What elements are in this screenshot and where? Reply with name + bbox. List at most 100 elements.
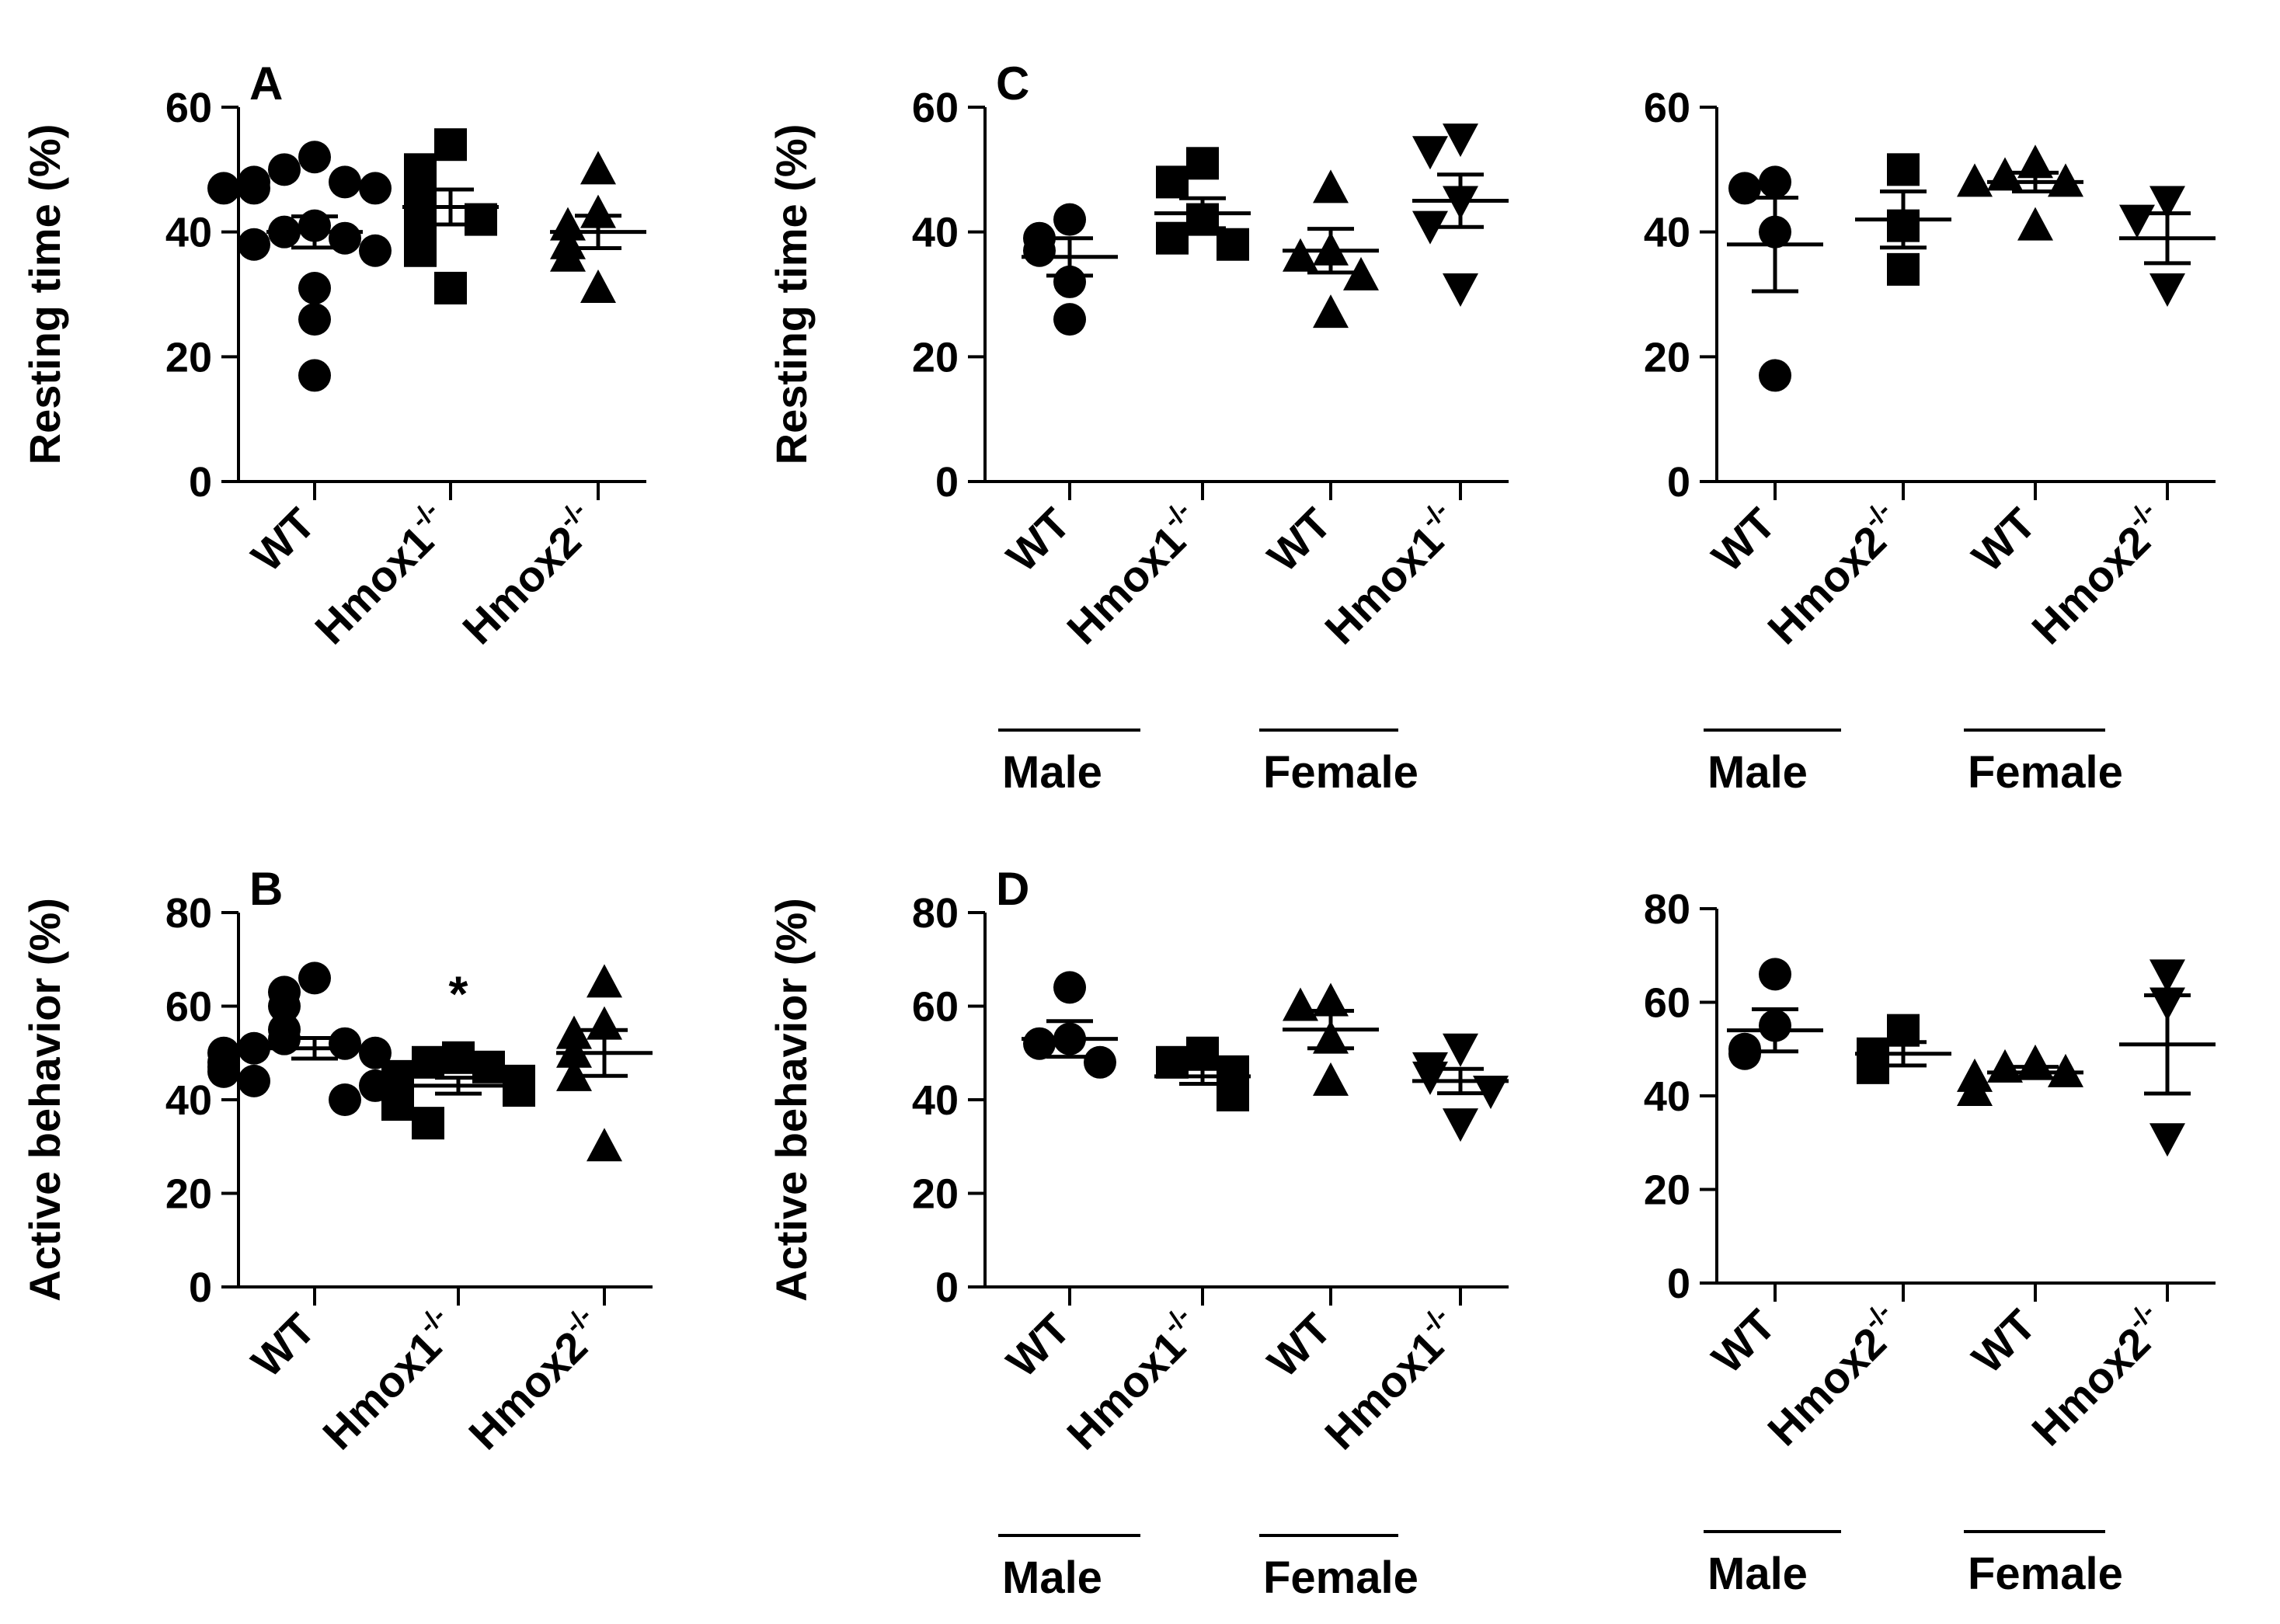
x-category-name: Hmox1 [313, 1322, 451, 1459]
data-point [556, 1057, 592, 1091]
y-tick-label: 20 [912, 1171, 959, 1218]
data-point [359, 172, 392, 205]
y-axis-label: Active behavior (%) [20, 898, 69, 1302]
y-tick-label: 80 [912, 890, 959, 937]
data-point [1443, 273, 1478, 307]
y-tick-label: 20 [165, 334, 212, 381]
data-point [2149, 186, 2185, 220]
data-point [1473, 1075, 1509, 1109]
group-2: WT [1957, 1044, 2083, 1382]
data-point [1759, 958, 1791, 991]
group-bracket-label: Male [1707, 1549, 1808, 1599]
data-point [2017, 207, 2053, 241]
group-2: WT [1258, 982, 1379, 1386]
data-point [1728, 1037, 1761, 1070]
x-category-name: WT [1702, 1300, 1784, 1382]
x-category-label: WT [1702, 1300, 1784, 1382]
panel-label: B [249, 863, 283, 915]
x-category-name: Hmox2 [2022, 1318, 2160, 1455]
group-bracket-label: Female [1263, 747, 1418, 798]
y-tick-label: 20 [912, 334, 959, 381]
x-category-label: WT [1962, 1300, 2045, 1382]
data-point [268, 153, 301, 186]
significance-star: * [449, 965, 468, 1021]
y-tick-label: 60 [912, 85, 959, 131]
data-point [1728, 172, 1761, 205]
x-category-name: Hmox2 [2022, 516, 2160, 654]
panel-b: 0 20 40 60 80 Active behavior (%) B WTHmox1-/-H… [20, 863, 653, 1459]
panel-label: C [996, 57, 1029, 110]
group-0: WT [997, 971, 1118, 1386]
x-category-label: Hmox1-/- [1313, 1301, 1471, 1459]
data-point [587, 964, 622, 998]
data-point [329, 221, 361, 255]
x-category-label: WT [1258, 499, 1340, 581]
data-point [207, 172, 240, 205]
data-point [381, 1088, 414, 1121]
data-point [359, 234, 392, 267]
y-axis-label: Resting time (%) [767, 124, 816, 465]
data-point [2149, 273, 2185, 307]
data-point [580, 194, 616, 228]
y-tick-label: 40 [1644, 210, 1690, 256]
group-bracket-label: Female [1968, 747, 2123, 798]
y-tick-label: 60 [165, 984, 212, 1031]
data-point [434, 271, 467, 304]
data-point [587, 1128, 622, 1162]
group-bracket-label: Male [1002, 1553, 1102, 1603]
data-point [1186, 1036, 1219, 1069]
data-point [329, 1083, 361, 1116]
y-tick-label: 60 [1644, 980, 1690, 1027]
data-point [1887, 252, 1920, 286]
data-point [1759, 165, 1791, 199]
data-point [580, 269, 616, 303]
y-tick-label: 60 [912, 984, 959, 1031]
data-point [1957, 163, 1993, 197]
data-point [1412, 210, 1448, 245]
x-category-name: WT [1258, 1304, 1340, 1386]
y-tick-label: 20 [1644, 334, 1690, 381]
y-tick-label: 40 [1644, 1073, 1690, 1120]
y-tick-label: 80 [165, 890, 212, 937]
group-3: Hmox2-/- [2020, 186, 2216, 653]
group-3: Hmox1-/- [1313, 1033, 1509, 1459]
x-category-label: Hmox2-/- [1756, 1297, 1913, 1455]
group-3: Hmox1-/- [1313, 123, 1509, 653]
x-category-label: Hmox1-/- [1055, 496, 1213, 653]
data-point [381, 1059, 414, 1093]
data-point [1053, 303, 1086, 336]
data-point [2149, 1123, 2185, 1157]
x-category-label: Hmox2-/- [457, 1301, 614, 1459]
data-point [404, 234, 437, 267]
data-point [238, 1064, 270, 1097]
x-category-label: WT [242, 1304, 324, 1386]
data-point [207, 1055, 240, 1088]
group-2: WT [1258, 169, 1379, 581]
x-category-label: Hmox1-/- [1313, 496, 1471, 653]
group-2: WT [1957, 144, 2083, 581]
data-point [412, 1045, 444, 1079]
data-point [2149, 959, 2185, 993]
y-tick-label: 20 [165, 1171, 212, 1218]
x-category-label: Hmox2-/- [2020, 496, 2177, 653]
data-point [1343, 256, 1379, 290]
group-3: Hmox2-/- [2022, 959, 2216, 1455]
panel-a: 0 20 40 60 Resting time (%) A WTHmox1-/-Hmox2-… [20, 57, 646, 653]
data-point [442, 1041, 475, 1074]
data-point [1313, 294, 1349, 329]
data-point [298, 359, 331, 392]
group-bracket-label: Male [1707, 747, 1808, 798]
x-category-label: Hmox1-/- [1055, 1301, 1213, 1459]
x-category-label: Hmox2-/- [451, 496, 608, 653]
x-category-name: WT [997, 1304, 1079, 1386]
data-point [238, 172, 270, 205]
y-tick-label: 0 [1667, 459, 1690, 506]
x-category-label: WT [1258, 1304, 1340, 1386]
data-point [1053, 971, 1086, 1004]
y-tick-label: 0 [935, 1264, 959, 1311]
data-point [1887, 153, 1920, 186]
data-point [580, 151, 616, 185]
data-point [503, 1073, 535, 1107]
